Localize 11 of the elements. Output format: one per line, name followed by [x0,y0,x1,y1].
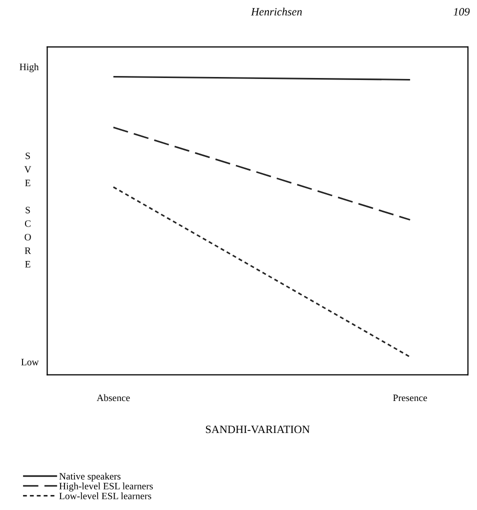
text: High [20,63,39,72]
text: 109 [454,8,470,16]
text: Henrichsen [250,8,302,16]
legend-label: Low-level ESL learners [59,492,152,500]
x-axis-title: SANDHI-VARIATION [206,426,310,434]
text: Low [21,358,39,366]
legend-label: Native speakers [59,472,120,482]
text: SVE SCORE [24,152,32,268]
x-tick-label: Absence [96,394,130,402]
legend-label: High-level ESL learners [59,482,153,492]
x-tick-label: Presence [393,394,428,402]
